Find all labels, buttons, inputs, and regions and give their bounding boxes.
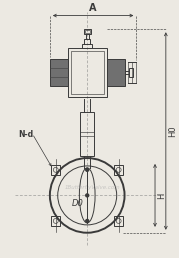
Bar <box>84 29 91 34</box>
Bar <box>114 216 123 226</box>
Bar <box>85 30 90 33</box>
Circle shape <box>86 194 89 197</box>
Bar <box>114 165 123 175</box>
Bar <box>51 216 60 226</box>
Bar <box>129 68 133 77</box>
Bar <box>107 59 125 86</box>
Bar <box>84 39 90 44</box>
Text: 1ButterflyValve.com: 1ButterflyValve.com <box>64 185 120 190</box>
Text: H: H <box>157 192 166 199</box>
Bar <box>71 51 104 94</box>
Text: D0: D0 <box>71 199 83 208</box>
Bar <box>82 44 92 48</box>
Circle shape <box>86 220 89 222</box>
Bar <box>50 59 67 86</box>
Text: A: A <box>89 3 97 13</box>
Text: H0: H0 <box>168 125 177 137</box>
Text: N-d: N-d <box>18 130 33 139</box>
Circle shape <box>86 168 89 171</box>
Bar <box>80 112 94 156</box>
Bar <box>67 48 107 97</box>
Bar <box>51 165 60 175</box>
